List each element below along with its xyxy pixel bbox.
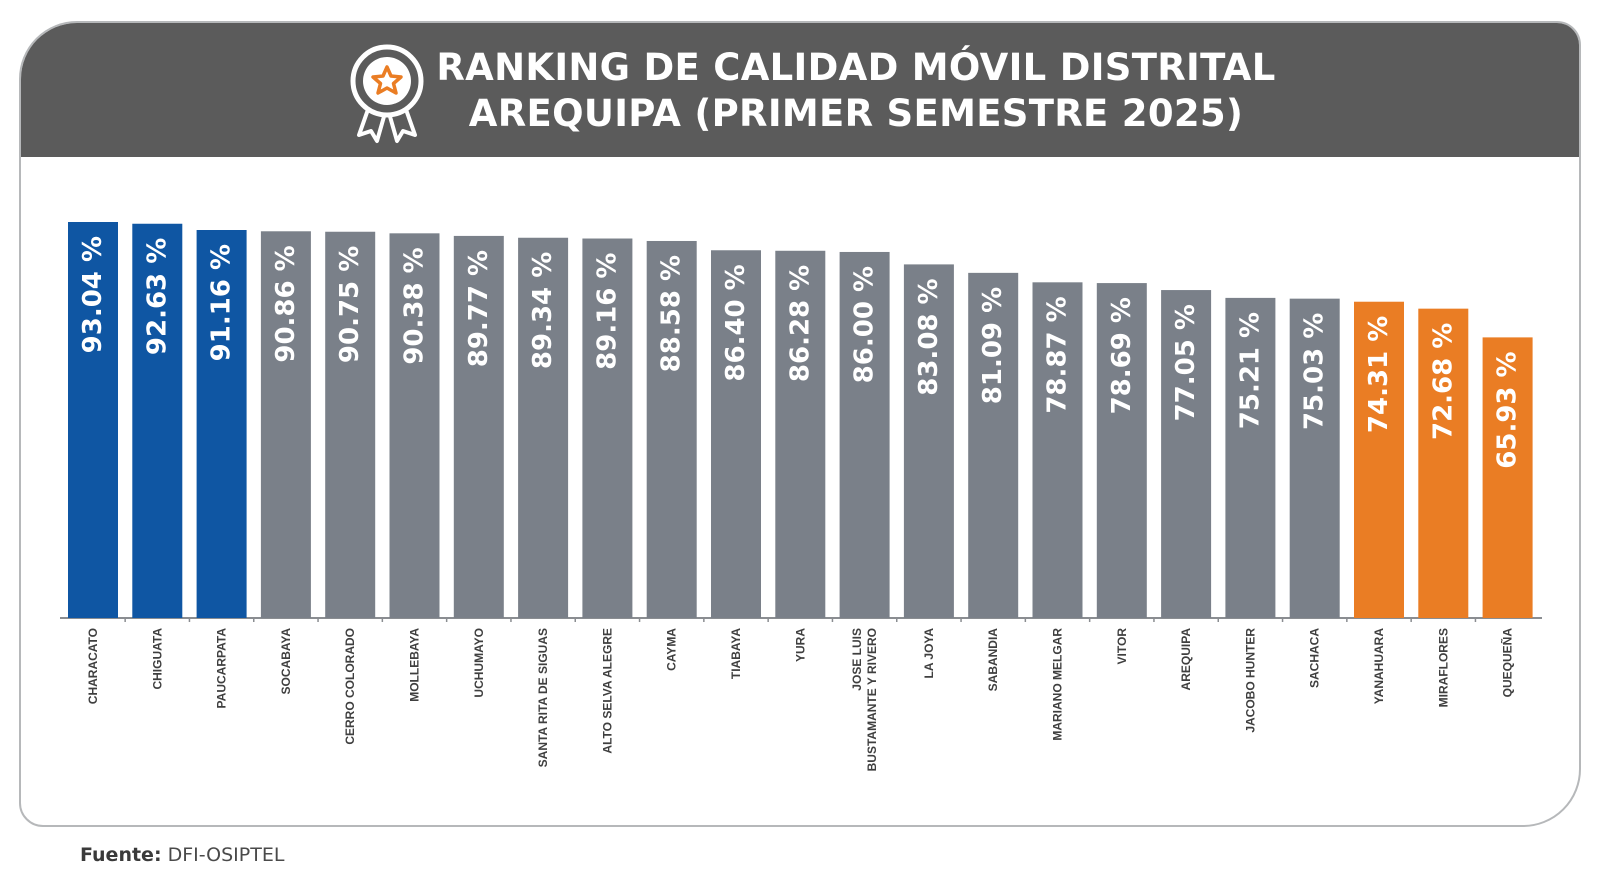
bar (1225, 297, 1276, 618)
bar (711, 250, 761, 618)
bar-value-label: 75.03 % (1300, 313, 1330, 430)
bar (453, 235, 504, 618)
bar (1354, 301, 1404, 618)
category-label: UCHUMAYO (472, 628, 486, 698)
category-label: MIRAFLORES (1436, 628, 1450, 707)
category-label: SACHACA (1308, 628, 1322, 688)
category-label: SANTA RITA DE SIGUAS (536, 628, 550, 767)
bar (1032, 282, 1083, 618)
category-label: CHARACATO (86, 628, 100, 704)
category-label: YURA (793, 628, 807, 662)
bar (839, 251, 890, 619)
bar-value-label: 86.28 % (785, 265, 815, 382)
category-label: CAYMA (665, 628, 679, 671)
bar-value-label: 78.69 % (1107, 297, 1137, 414)
category-label: SABANDIA (986, 628, 1000, 692)
bar (1096, 283, 1147, 618)
bar (389, 233, 440, 618)
source-note: Fuente: DFI-OSIPTEL (80, 844, 284, 866)
chart-title: RANKING DE CALIDAD MÓVIL DISTRITAL AREQU… (421, 45, 1291, 137)
medal-icon (350, 44, 424, 143)
category-label: QUEQUEÑA (1500, 628, 1515, 698)
bar (775, 250, 826, 618)
bar-value-label: 75.21 % (1235, 312, 1265, 429)
source-label: Fuente: (80, 844, 162, 866)
bar (903, 264, 954, 618)
category-label: LA JOYA (922, 628, 936, 679)
bar (968, 272, 1019, 618)
category-label: JACOBO HUNTER (1243, 628, 1257, 733)
bar-value-label: 90.38 % (400, 247, 430, 364)
bar (325, 231, 376, 619)
chart-header: RANKING DE CALIDAD MÓVIL DISTRITAL AREQU… (21, 23, 1579, 157)
category-label: MARIANO MELGAR (1051, 628, 1065, 741)
bar (1289, 298, 1340, 618)
category-label: JOSE LUIS (850, 628, 864, 691)
category-label: YANAHUARA (1372, 628, 1386, 705)
bar-value-label: 83.08 % (914, 278, 944, 395)
bar-value-label: 77.05 % (1171, 304, 1201, 421)
bar (646, 240, 697, 619)
category-label: CERRO COLORADO (343, 628, 357, 745)
bar-value-label: 81.09 % (978, 287, 1008, 404)
bar (518, 237, 569, 619)
category-label: AREQUIPA (1179, 628, 1193, 691)
bar-value-label: 86.00 % (850, 266, 880, 383)
bar (196, 230, 247, 619)
category-label: TIABAYA (729, 628, 743, 679)
category-label: CHIGUATA (150, 628, 164, 690)
bar-value-label: 74.31 % (1364, 316, 1394, 433)
bar-value-label: 72.68 % (1428, 323, 1458, 440)
source-value: DFI-OSIPTEL (167, 844, 285, 866)
category-label: PAUCARPATA (215, 628, 229, 709)
category-label: SOCABAYA (279, 628, 293, 695)
category-label: BUSTAMANTE Y RIVERO (865, 628, 879, 771)
bar (1482, 337, 1533, 618)
bar-value-label: 93.04 % (78, 236, 108, 353)
bar-value-label: 89.16 % (592, 253, 622, 370)
chart-title-line2: AREQUIPA (PRIMER SEMESTRE 2025) (468, 92, 1244, 135)
bar-value-label: 89.77 % (464, 250, 494, 367)
bar-value-label: 88.58 % (657, 255, 687, 372)
chart-title-line1: RANKING DE CALIDAD MÓVIL DISTRITAL (436, 46, 1276, 89)
bar-value-label: 91.16 % (207, 244, 237, 361)
category-label: MOLLEBAYA (408, 628, 422, 702)
bar (260, 231, 311, 618)
bar-value-label: 90.86 % (271, 245, 301, 362)
bar (1418, 308, 1469, 618)
bar-value-label: 90.75 % (335, 246, 365, 363)
bar-value-label: 65.93 % (1493, 351, 1523, 468)
bar (68, 222, 118, 618)
bar-value-label: 86.40 % (721, 264, 751, 381)
category-label: VITOR (1115, 628, 1129, 665)
bar-value-label: 92.63 % (142, 238, 172, 355)
bar (1161, 290, 1212, 618)
bar-value-label: 78.87 % (1043, 296, 1073, 413)
bar (132, 223, 183, 618)
bar-value-label: 89.34 % (528, 252, 558, 369)
category-label: ALTO SELVA ALEGRE (600, 628, 614, 754)
bar (582, 238, 633, 618)
